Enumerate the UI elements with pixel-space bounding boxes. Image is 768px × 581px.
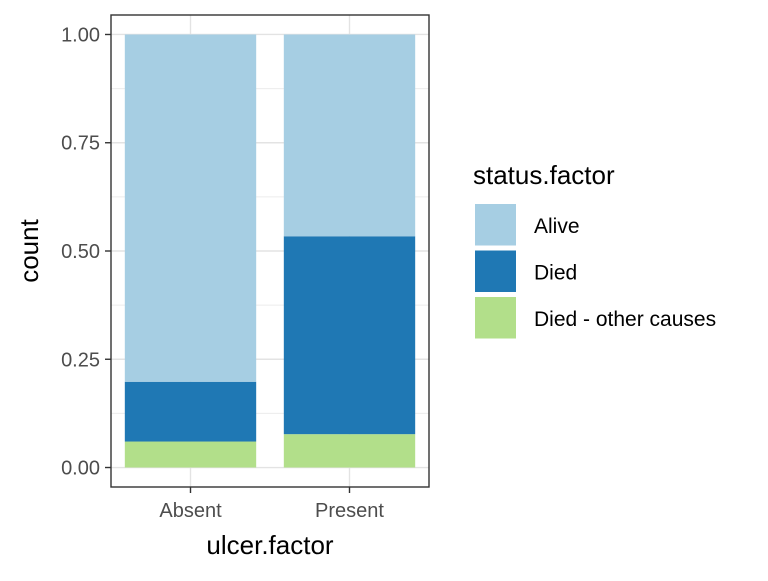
legend-label: Died - other causes — [534, 308, 716, 331]
legend: status.factor Alive Died Died - other caus… — [473, 160, 716, 339]
bar-segment — [283, 434, 416, 468]
y-tick-label: 0.00 — [61, 458, 100, 480]
y-tick-label: 1.00 — [61, 24, 100, 46]
bars-layer — [124, 34, 416, 468]
legend-label: Alive — [534, 215, 580, 238]
y-tick-label: 0.50 — [61, 241, 100, 263]
y-tick-label: 0.75 — [61, 133, 100, 155]
x-tick-label: Present — [315, 500, 384, 522]
bar-segment — [283, 236, 416, 435]
y-tick-label: 0.25 — [61, 349, 100, 371]
bar-segment — [124, 381, 257, 442]
y-axis-title: count — [14, 218, 44, 282]
legend-key — [475, 204, 516, 246]
legend-key — [475, 297, 516, 339]
bar-segment — [283, 34, 416, 237]
bar-segment — [124, 441, 257, 468]
legend-title: status.factor — [473, 160, 615, 190]
legend-entries: Alive Died Died - other causes — [475, 204, 716, 339]
bar-segment — [124, 34, 257, 382]
legend-key — [475, 250, 516, 292]
x-axis-title: ulcer.factor — [206, 530, 334, 560]
x-tick-label: Absent — [159, 500, 222, 522]
axes-layer: 0.00 0.25 0.50 0.75 1.00 Absent Present — [61, 24, 384, 522]
legend-label: Died — [534, 262, 577, 285]
